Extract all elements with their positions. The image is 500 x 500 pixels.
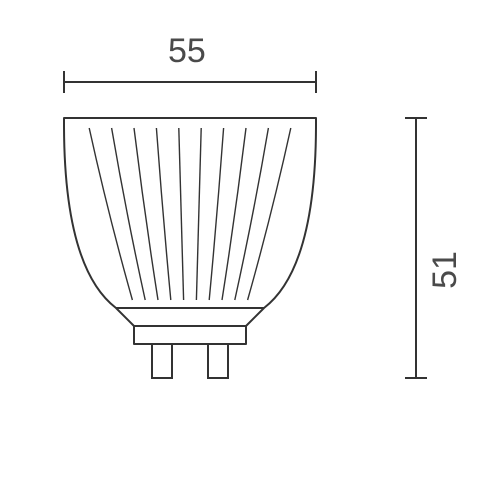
reflector-ridge <box>235 128 269 300</box>
bulb-pin-right <box>208 344 228 378</box>
bulb-pin-left <box>152 344 172 378</box>
bulb-outline <box>64 118 316 344</box>
reflector-ridge <box>156 128 170 300</box>
dimension-drawing: 55 51 <box>0 0 500 500</box>
reflector-ridge <box>89 128 132 300</box>
reflector-ridge <box>248 128 291 300</box>
reflector-ridge <box>196 128 201 300</box>
reflector-ridge <box>179 128 184 300</box>
reflector-ridge <box>209 128 223 300</box>
diagram-container: 55 51 <box>0 0 500 500</box>
reflector-ridge <box>112 128 146 300</box>
height-dim-label: 51 <box>426 251 464 289</box>
width-dim-label: 55 <box>168 32 206 70</box>
reflector-ridge <box>222 128 246 300</box>
reflector-ridge <box>134 128 158 300</box>
